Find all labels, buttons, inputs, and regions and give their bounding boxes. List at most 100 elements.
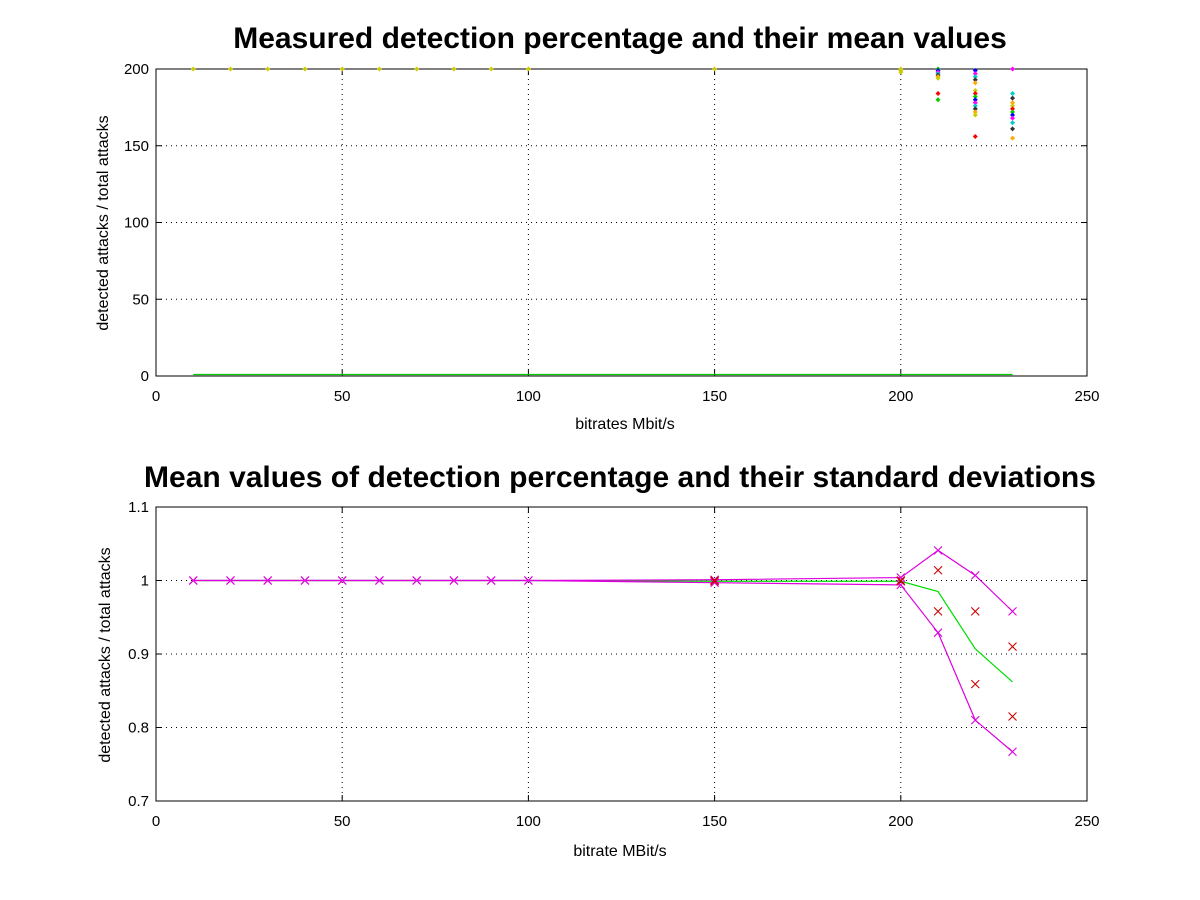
top-plot-point <box>972 134 978 140</box>
top-plot-point <box>935 91 941 97</box>
bottom-plot-xtick-label: 250 <box>1074 813 1099 830</box>
top-plot-point <box>1010 120 1016 126</box>
bottom-plot-std-marker <box>933 545 943 555</box>
bottom-plot-sample-marker <box>896 576 906 586</box>
bottom-plot-ylabel: detected attacks / total attacks <box>97 547 114 762</box>
bottom-plot-xlabel: bitrate MBit/s <box>573 843 666 860</box>
top-plot-point <box>935 75 941 81</box>
top-plot-point <box>972 106 978 112</box>
top-plot-point <box>1010 100 1016 106</box>
bottom-plot-sample-marker <box>970 679 980 689</box>
bottom-plot-sample-marker <box>1008 712 1017 721</box>
top-plot-point <box>972 91 978 97</box>
top-plot-xtick-label: 100 <box>516 388 541 405</box>
top-plot-point <box>190 66 196 72</box>
bottom-plot-title: Mean values of detection percentage and … <box>144 461 1096 494</box>
top-plot-point <box>1010 126 1016 132</box>
bottom-plot-std-marker <box>188 576 198 585</box>
bottom-plot-std-marker <box>1008 606 1017 616</box>
top-plot-point <box>227 66 233 72</box>
bottom-plot-sample-marker <box>1008 642 1017 652</box>
bottom-plot-sample-marker <box>933 565 943 575</box>
top-plot-point <box>265 66 271 72</box>
bottom-plot-std-marker <box>896 580 906 590</box>
top-plot-point <box>1010 106 1016 112</box>
top-plot-ytick-label: 150 <box>124 138 149 155</box>
bottom-plot-ytick-label: 1.1 <box>128 499 149 516</box>
top-plot-point <box>302 66 308 72</box>
top-plot-xtick-label: 0 <box>152 388 160 405</box>
top-plot-title: Measured detection percentage and their … <box>233 22 1007 55</box>
top-plot-point <box>972 100 978 106</box>
bottom-plot: Mean values of detection percentage and … <box>97 461 1100 860</box>
top-plot-ytick-label: 50 <box>132 291 149 308</box>
top-plot-xtick-label: 150 <box>702 388 727 405</box>
top-plot-ylabel: detected attacks / total attacks <box>95 115 112 330</box>
top-plot-ytick-label: 200 <box>124 61 149 78</box>
top-plot-point <box>972 80 978 86</box>
top-plot-point <box>376 66 382 72</box>
top-plot-point <box>414 66 420 72</box>
top-plot-point <box>1010 95 1016 101</box>
top-plot-point <box>972 109 978 115</box>
bottom-plot-sample-marker <box>970 606 980 616</box>
bottom-plot-ytick-label: 1 <box>141 573 149 590</box>
bottom-plot-xtick-label: 100 <box>516 813 541 830</box>
bottom-plot-sample-marker <box>933 606 943 616</box>
bottom-plot-std-line <box>193 579 1013 753</box>
top-plot-point <box>972 97 978 103</box>
top-plot-xlabel: bitrates Mbit/s <box>575 416 675 433</box>
top-plot-point <box>972 68 978 74</box>
bottom-plot-std-marker <box>300 576 310 585</box>
top-plot-point <box>935 97 941 103</box>
top-plot-point <box>898 69 904 75</box>
top-plot-point <box>972 74 978 80</box>
top-plot-point <box>712 66 718 72</box>
bottom-plot-std-marker <box>337 576 347 585</box>
top-plot-point <box>1010 66 1016 72</box>
top-plot-point <box>972 71 978 77</box>
top-plot-xtick-label: 200 <box>888 388 913 405</box>
bottom-plot-std-marker <box>375 576 384 585</box>
bottom-plot-std-marker <box>486 576 496 585</box>
bottom-plot-xtick-label: 0 <box>152 813 160 830</box>
top-plot-point <box>972 112 978 118</box>
bottom-plot-ytick-label: 0.7 <box>128 793 149 810</box>
bottom-plot-xtick-label: 50 <box>334 813 351 830</box>
top-plot-point <box>339 66 345 72</box>
bottom-plot-std-marker <box>263 576 273 585</box>
top-plot-point <box>972 87 978 93</box>
bottom-plot-std-marker <box>412 576 422 585</box>
bottom-plot-std-marker <box>970 715 980 725</box>
top-plot-frame <box>155 68 1088 377</box>
bottom-plot-xtick-label: 200 <box>888 813 913 830</box>
top-plot: Measured detection percentage and their … <box>95 22 1100 433</box>
bottom-plot-std-marker <box>449 576 459 585</box>
top-plot-xtick-label: 50 <box>334 388 351 405</box>
top-plot-point <box>525 66 531 72</box>
bottom-plot-sample-marker <box>710 576 719 586</box>
bottom-plot-std-marker <box>710 578 719 588</box>
bottom-plot-xtick-label: 150 <box>702 813 727 830</box>
top-plot-point <box>972 103 978 109</box>
bottom-plot-ytick-label: 0.8 <box>128 720 149 737</box>
bottom-plot-std-marker <box>933 628 943 638</box>
top-plot-ytick-label: 0 <box>141 368 149 385</box>
top-plot-xtick-label: 250 <box>1074 388 1099 405</box>
top-plot-point <box>1010 115 1016 121</box>
top-plot-point <box>488 66 494 72</box>
bottom-plot-std-marker <box>1008 747 1017 757</box>
bottom-plot-std-marker <box>970 570 980 580</box>
top-plot-point <box>451 66 457 72</box>
top-plot-point <box>1010 112 1016 118</box>
top-plot-point <box>972 77 978 83</box>
top-plot-point <box>1010 109 1016 115</box>
bottom-plot-std-marker <box>524 576 533 585</box>
bottom-plot-std-marker <box>226 576 235 585</box>
bottom-plot-mean-line <box>193 579 1013 683</box>
bottom-plot-frame <box>155 506 1088 802</box>
bottom-plot-std-marker <box>896 573 906 582</box>
top-plot-point <box>1010 103 1016 109</box>
top-plot-point <box>1010 135 1016 141</box>
